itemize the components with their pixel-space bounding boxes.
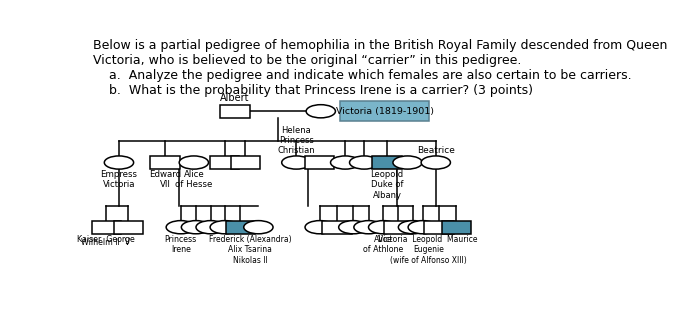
- Bar: [323, 221, 351, 234]
- Text: Edward
VII: Edward VII: [149, 170, 181, 190]
- Circle shape: [393, 156, 422, 169]
- Circle shape: [354, 221, 383, 234]
- Bar: [220, 105, 250, 118]
- Circle shape: [179, 156, 209, 169]
- Bar: [226, 221, 255, 234]
- Bar: [113, 221, 143, 234]
- Circle shape: [181, 221, 211, 234]
- Circle shape: [368, 221, 398, 234]
- Text: Below is a partial pedigree of hemophilia in the British Royal Family descended : Below is a partial pedigree of hemophili…: [93, 39, 667, 97]
- Text: Princess
Irene: Princess Irene: [164, 235, 197, 254]
- Text: Victoria (1819-1901): Victoria (1819-1901): [335, 107, 433, 116]
- Circle shape: [306, 105, 335, 118]
- Text: Albert: Albert: [220, 94, 250, 103]
- Text: Beatrice: Beatrice: [416, 146, 455, 155]
- Circle shape: [408, 221, 438, 234]
- Circle shape: [305, 221, 335, 234]
- Circle shape: [330, 156, 360, 169]
- Bar: [305, 156, 335, 169]
- Bar: [92, 221, 121, 234]
- Circle shape: [398, 221, 428, 234]
- Text: Leopold
Duke of
Albany: Leopold Duke of Albany: [370, 170, 403, 200]
- Text: Frederick (Alexandra)
Alix Tsarina
Nikolas II: Frederick (Alexandra) Alix Tsarina Nikol…: [209, 235, 292, 265]
- Circle shape: [196, 221, 225, 234]
- Bar: [424, 221, 454, 234]
- Text: Helena
Princess
Christian: Helena Princess Christian: [277, 126, 315, 155]
- Circle shape: [244, 221, 273, 234]
- Circle shape: [349, 156, 379, 169]
- Text: Victoria  Leopold  Maurice
Eugenie
(wife of Alfonso XIII): Victoria Leopold Maurice Eugenie (wife o…: [379, 235, 478, 265]
- Bar: [210, 156, 239, 169]
- Bar: [150, 156, 180, 169]
- Text: Empress
Victoria: Empress Victoria: [101, 170, 137, 190]
- Circle shape: [421, 156, 450, 169]
- Circle shape: [104, 156, 134, 169]
- Text: Alice
of Hesse: Alice of Hesse: [175, 170, 213, 190]
- Bar: [384, 221, 413, 234]
- Circle shape: [210, 221, 239, 234]
- Circle shape: [339, 221, 368, 234]
- Circle shape: [281, 156, 311, 169]
- Text: Alice
of Athlone: Alice of Athlone: [363, 235, 403, 254]
- Bar: [442, 221, 471, 234]
- Bar: [372, 156, 402, 169]
- Circle shape: [166, 221, 195, 234]
- Bar: [231, 156, 260, 169]
- Bar: [340, 101, 429, 121]
- Text: Kaiser  George: Kaiser George: [76, 235, 134, 244]
- Text: Wilhelm II  V: Wilhelm II V: [80, 238, 130, 247]
